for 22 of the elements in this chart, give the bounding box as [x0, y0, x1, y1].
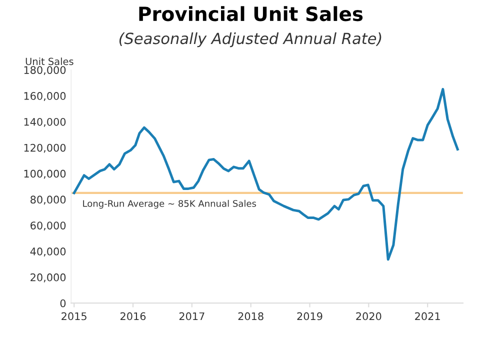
- y-tick-label: 0: [60, 299, 66, 308]
- ref-line-label: Long-Run Average ~ 85K Annual Sales: [83, 200, 256, 209]
- y-axis-title: Unit Sales: [26, 58, 74, 66]
- chart-subtitle: (Seasonally Adjusted Annual Rate): [119, 32, 382, 48]
- y-tick-label: 40,000: [30, 248, 66, 256]
- y-tick-label: 20,000: [30, 273, 66, 282]
- y-tick-label: 100,000: [24, 170, 66, 179]
- x-tick-label: 2021: [415, 312, 440, 320]
- x-tick-label: 2016: [120, 312, 146, 320]
- x-tick-label: 2017: [179, 312, 204, 320]
- y-tick-label: 60,000: [30, 222, 66, 231]
- chart-title: Provincial Unit Sales: [139, 6, 363, 22]
- x-tick-label: 2015: [62, 312, 86, 320]
- y-tick-label: 120,000: [24, 144, 66, 153]
- x-tick-label: 2018: [238, 312, 264, 320]
- y-tick-label: 140,000: [24, 118, 66, 127]
- line-series: [72, 88, 459, 261]
- y-tick-label: 160,000: [24, 92, 66, 101]
- y-tick-label: 80,000: [30, 196, 66, 205]
- x-tick-label: 2019: [297, 312, 322, 320]
- x-tick-label: 2020: [356, 312, 382, 320]
- y-tick-label: 180,000: [24, 66, 66, 76]
